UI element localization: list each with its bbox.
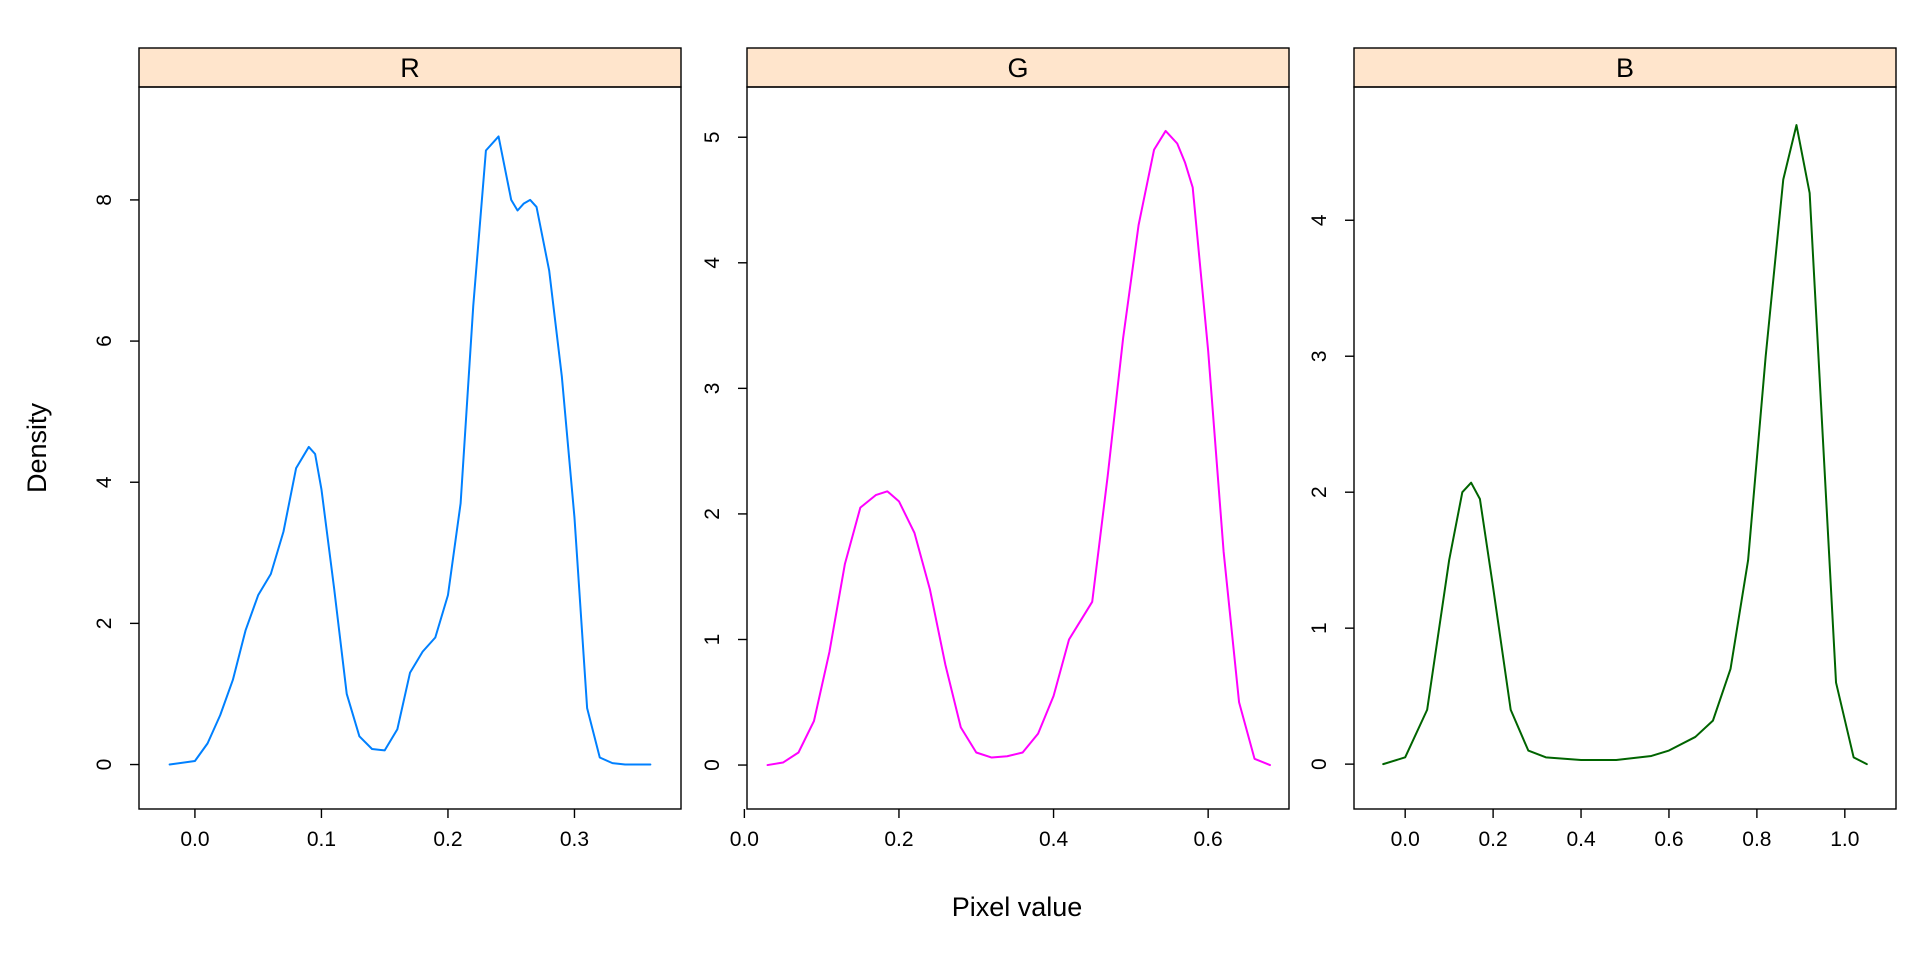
y-tick-label-b-1: 1 bbox=[1308, 622, 1331, 634]
panel-frame-r bbox=[138, 86, 682, 810]
x-tick-label-r-1: 0.1 bbox=[307, 828, 336, 851]
y-tick-label-g-2: 2 bbox=[701, 508, 724, 520]
x-tick-label-g-3: 0.6 bbox=[1194, 828, 1223, 851]
y-tick-label-b-2: 2 bbox=[1308, 486, 1331, 498]
x-tick-label-g-1: 0.2 bbox=[884, 828, 913, 851]
strip-label-g: G bbox=[1007, 53, 1028, 83]
x-tick-label-b-4: 0.8 bbox=[1742, 828, 1771, 851]
strip-label-b: B bbox=[1616, 53, 1634, 83]
panel-b: B 0.0 0.2 0.4 0.6 0.8 1.0 0 1 2 3 4 bbox=[1308, 47, 1897, 851]
density-curve-g bbox=[766, 129, 1271, 767]
y-tick-label-r-0: 0 bbox=[93, 759, 116, 771]
y-tick-label-g-0: 0 bbox=[701, 759, 724, 771]
panel-frame-b bbox=[1353, 86, 1897, 810]
y-tick-label-g-1: 1 bbox=[701, 634, 724, 646]
x-axis-title: Pixel value bbox=[952, 892, 1083, 922]
y-tick-label-g-4: 4 bbox=[701, 257, 724, 269]
y-tick-label-b-4: 4 bbox=[1308, 214, 1331, 226]
y-tick-label-r-3: 6 bbox=[93, 335, 116, 347]
y-tick-label-b-0: 0 bbox=[1308, 758, 1331, 770]
x-tick-label-g-0: 0.0 bbox=[730, 828, 759, 851]
x-tick-label-b-2: 0.4 bbox=[1566, 828, 1596, 851]
y-tick-label-r-4: 8 bbox=[93, 194, 116, 206]
y-axis-title: Density bbox=[22, 402, 52, 493]
x-tick-label-r-3: 0.3 bbox=[560, 828, 589, 851]
panel-g: G 0.0 0.2 0.4 0.6 0 1 2 3 4 5 bbox=[701, 47, 1290, 851]
y-tick-label-g-3: 3 bbox=[701, 383, 724, 395]
strip-label-r: R bbox=[400, 53, 420, 83]
x-tick-label-b-0: 0.0 bbox=[1391, 828, 1420, 851]
panel-frame-g bbox=[746, 86, 1290, 810]
panels-group: R 0.0 0.1 0.2 0.3 0 2 4 6 8 G 0.0 0.2 0.4 0.6 0 1 2 3 4 5 B 0.… bbox=[93, 47, 1897, 851]
x-tick-label-r-2: 0.2 bbox=[433, 828, 462, 851]
panel-r: R 0.0 0.1 0.2 0.3 0 2 4 6 8 bbox=[93, 47, 682, 851]
x-tick-label-b-5: 1.0 bbox=[1830, 828, 1859, 851]
strip-header-r bbox=[138, 47, 682, 88]
x-tick-label-g-2: 0.4 bbox=[1039, 828, 1069, 851]
x-tick-label-r-0: 0.0 bbox=[180, 828, 209, 851]
y-tick-label-g-5: 5 bbox=[701, 131, 724, 143]
density-curve-r bbox=[168, 135, 652, 766]
y-tick-label-r-1: 2 bbox=[93, 618, 116, 630]
y-tick-label-b-3: 3 bbox=[1308, 350, 1331, 362]
x-tick-label-b-1: 0.2 bbox=[1479, 828, 1508, 851]
x-tick-label-b-3: 0.6 bbox=[1654, 828, 1683, 851]
y-tick-label-r-2: 4 bbox=[93, 476, 116, 488]
strip-header-b bbox=[1353, 47, 1897, 88]
density-curve-b bbox=[1382, 124, 1868, 766]
